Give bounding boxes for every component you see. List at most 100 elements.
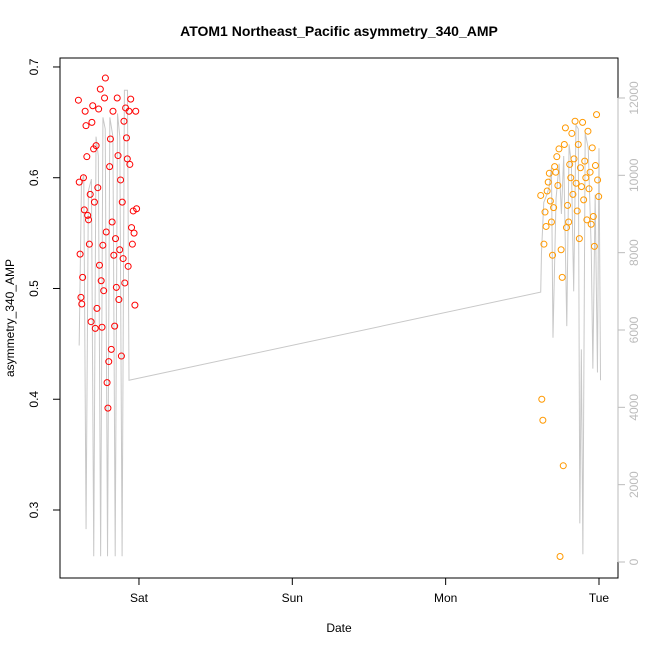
point xyxy=(79,273,87,281)
point xyxy=(541,208,549,216)
point xyxy=(558,273,566,281)
point xyxy=(76,250,84,258)
point xyxy=(90,198,98,206)
point xyxy=(85,216,93,224)
point xyxy=(571,117,579,125)
point xyxy=(118,198,126,206)
point xyxy=(580,196,588,204)
point xyxy=(82,122,90,130)
y-tick-label: 0.6 xyxy=(27,169,41,186)
point xyxy=(88,118,96,126)
point xyxy=(539,416,547,424)
point xyxy=(78,300,86,308)
point xyxy=(112,283,120,291)
point xyxy=(107,345,115,353)
point xyxy=(106,135,114,143)
point xyxy=(545,169,553,177)
point xyxy=(127,95,135,103)
point xyxy=(555,145,563,153)
point xyxy=(105,358,113,366)
y2-tick-label: 12000 xyxy=(627,81,641,115)
point xyxy=(543,187,551,195)
point xyxy=(584,127,592,135)
point xyxy=(572,179,580,187)
point xyxy=(595,193,603,201)
point xyxy=(569,190,577,198)
point xyxy=(85,240,93,248)
point xyxy=(586,168,594,176)
point xyxy=(582,174,590,182)
x-tick-label: Mon xyxy=(434,591,457,605)
point xyxy=(121,279,129,287)
point xyxy=(106,163,114,171)
point xyxy=(573,207,581,215)
point xyxy=(119,255,127,263)
point xyxy=(126,160,134,168)
y-tick-label: 0.3 xyxy=(27,501,41,518)
point xyxy=(128,240,136,248)
point xyxy=(99,241,107,249)
point xyxy=(567,174,575,182)
point xyxy=(579,118,587,126)
x-axis-label: Date xyxy=(326,621,352,635)
point xyxy=(587,220,595,228)
point xyxy=(87,318,95,326)
point xyxy=(92,142,100,150)
point xyxy=(80,206,88,214)
point xyxy=(113,94,121,102)
point xyxy=(594,176,602,184)
point xyxy=(560,141,568,149)
point xyxy=(84,211,92,219)
y2-tick-label: 10000 xyxy=(627,158,641,192)
point xyxy=(112,235,120,243)
point xyxy=(114,152,122,160)
point xyxy=(104,404,112,412)
point xyxy=(566,160,574,168)
point xyxy=(564,201,572,209)
point xyxy=(128,224,136,232)
point xyxy=(570,155,578,163)
y2-tick-label: 8000 xyxy=(627,239,641,266)
point xyxy=(561,124,569,132)
point xyxy=(588,144,596,152)
point xyxy=(575,235,583,243)
point xyxy=(568,129,576,137)
point xyxy=(120,117,128,125)
point xyxy=(125,107,133,115)
chart-title: ATOM1 Northeast_Pacific asymmetry_340_AM… xyxy=(180,23,498,39)
x-tick-label: Tue xyxy=(589,591,610,605)
x-tick-label: Sat xyxy=(130,591,149,605)
y-tick-label: 0.4 xyxy=(27,391,41,408)
point xyxy=(552,168,560,176)
point xyxy=(538,395,546,403)
y2-tick-label: 0 xyxy=(627,558,641,565)
point xyxy=(574,141,582,149)
point xyxy=(77,293,85,301)
line-series xyxy=(78,89,602,557)
point xyxy=(578,183,586,191)
point xyxy=(585,185,593,193)
point xyxy=(103,379,111,387)
point xyxy=(549,251,557,259)
point xyxy=(553,153,561,161)
point xyxy=(544,178,552,186)
point xyxy=(547,218,555,226)
x-tick-label: Sun xyxy=(282,591,303,605)
point xyxy=(89,102,97,110)
point xyxy=(565,218,573,226)
point xyxy=(101,74,109,82)
y2-tick-label: 2000 xyxy=(627,471,641,498)
y-axis-label: asymmetry_340_AMP xyxy=(3,259,17,377)
point xyxy=(117,176,125,184)
point xyxy=(94,184,102,192)
point xyxy=(86,190,94,198)
point xyxy=(542,222,550,230)
y2-tick-label: 4000 xyxy=(627,394,641,421)
y-tick-label: 0.7 xyxy=(27,58,41,75)
point xyxy=(117,352,125,360)
point xyxy=(109,107,117,115)
point xyxy=(116,246,124,254)
point xyxy=(591,162,599,170)
